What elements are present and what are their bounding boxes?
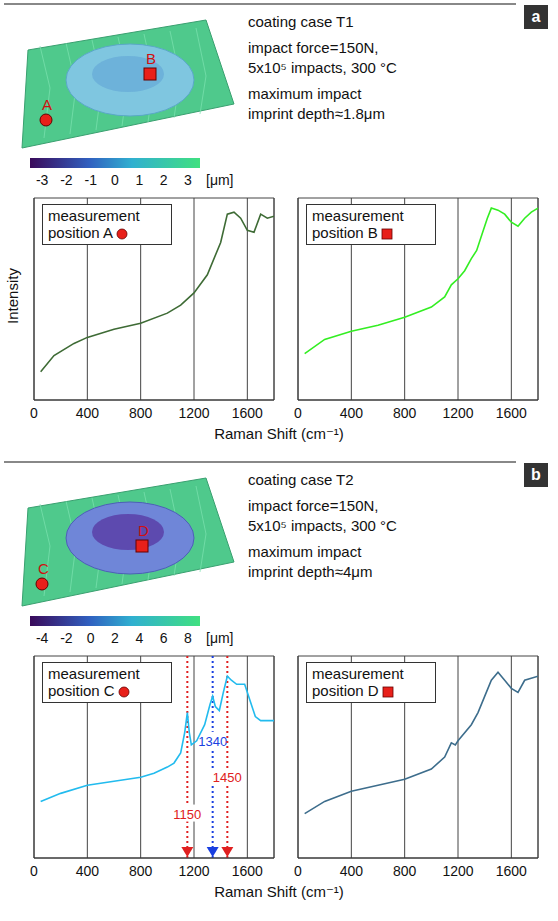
svg-text:1600: 1600 <box>496 863 527 879</box>
svg-text:1: 1 <box>135 172 143 188</box>
svg-text:1600: 1600 <box>496 405 527 421</box>
html-text:Intensity: Intensity <box>3 268 21 324</box>
html-text:5x10⁵ impacts, 300 °C: 5x10⁵ impacts, 300 °C <box>248 517 397 534</box>
svg-text:400: 400 <box>76 405 100 421</box>
svg-text:C: C <box>38 560 49 577</box>
svg-text:0: 0 <box>30 863 38 879</box>
svg-text:[μm]: [μm] <box>206 630 234 646</box>
html-text:measurement position D: measurement position D <box>312 665 404 700</box>
svg-text:800: 800 <box>129 405 153 421</box>
html-text:b: b <box>531 466 541 483</box>
svg-text:2: 2 <box>111 630 119 646</box>
svg-text:800: 800 <box>393 405 417 421</box>
svg-text:D: D <box>138 522 149 539</box>
svg-text:A: A <box>42 96 52 113</box>
svg-text:-2: -2 <box>60 172 73 188</box>
svg-text:1600: 1600 <box>232 863 263 879</box>
svg-text:-2: -2 <box>60 630 73 646</box>
svg-text:-4: -4 <box>36 630 49 646</box>
svg-text:800: 800 <box>129 863 153 879</box>
svg-text:[μm]: [μm] <box>206 172 234 188</box>
svg-text:3: 3 <box>184 172 192 188</box>
html-text:Raman Shift (cm⁻¹): Raman Shift (cm⁻¹) <box>214 883 344 900</box>
svg-text:1200: 1200 <box>442 405 473 421</box>
svg-text:-3: -3 <box>36 172 49 188</box>
html-text:impact force=150N,: impact force=150N, <box>248 497 379 514</box>
svg-text:6: 6 <box>160 630 168 646</box>
svg-text:-1: -1 <box>84 172 97 188</box>
svg-text:400: 400 <box>76 863 100 879</box>
svg-text:4: 4 <box>135 630 143 646</box>
html-text:imprint depth≈1.8μm: imprint depth≈1.8μm <box>248 105 385 122</box>
svg-text:0: 0 <box>294 405 302 421</box>
svg-text:0: 0 <box>111 172 119 188</box>
svg-text:1600: 1600 <box>232 405 263 421</box>
svg-text:B: B <box>146 50 156 67</box>
html-text:maximum impact: maximum impact <box>248 543 362 560</box>
svg-text:1450: 1450 <box>213 770 242 785</box>
svg-text:1200: 1200 <box>178 405 209 421</box>
html-text:measurement position C: measurement position C <box>48 665 140 700</box>
svg-text:400: 400 <box>340 405 364 421</box>
html-text:impact force=150N,: impact force=150N, <box>248 39 379 56</box>
svg-text:400: 400 <box>340 863 364 879</box>
html-text:coating case T2: coating case T2 <box>248 471 354 488</box>
svg-text:2: 2 <box>160 172 168 188</box>
html-text:5x10⁵ impacts, 300 °C: 5x10⁵ impacts, 300 °C <box>248 59 397 76</box>
html-text:a: a <box>531 8 541 25</box>
html-text:Raman Shift (cm⁻¹): Raman Shift (cm⁻¹) <box>214 425 344 442</box>
svg-text:0: 0 <box>87 630 95 646</box>
html-text:measurement position A: measurement position A <box>48 207 140 242</box>
svg-text:0: 0 <box>30 405 38 421</box>
svg-text:1340: 1340 <box>198 734 227 749</box>
html-text:imprint depth≈4μm: imprint depth≈4μm <box>248 563 373 580</box>
svg-text:1200: 1200 <box>442 863 473 879</box>
svg-text:0: 0 <box>294 863 302 879</box>
html-text:maximum impact: maximum impact <box>248 85 362 102</box>
html-text:measurement position B: measurement position B <box>312 207 404 242</box>
svg-text:8: 8 <box>184 630 192 646</box>
html-text:coating case T1: coating case T1 <box>248 13 354 30</box>
svg-text:1150: 1150 <box>173 807 201 822</box>
svg-text:1200: 1200 <box>178 863 209 879</box>
svg-text:800: 800 <box>393 863 417 879</box>
